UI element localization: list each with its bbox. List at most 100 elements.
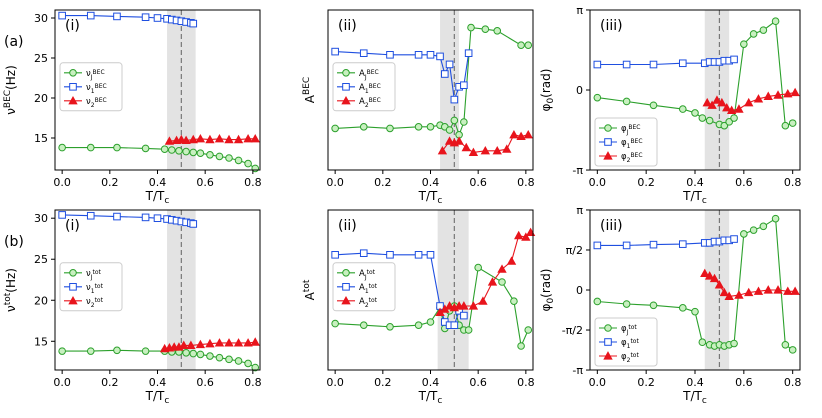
- data-point: [514, 230, 524, 240]
- x-tick-label: 0.2: [101, 176, 119, 189]
- data-point: [459, 301, 469, 310]
- data-point: [450, 95, 459, 104]
- data-point: [717, 97, 727, 107]
- data-point: [709, 273, 720, 283]
- legend-entry: φ1BEC: [621, 138, 643, 150]
- x-tick-label: 0.0: [589, 176, 607, 189]
- x-tick-label: 0.4: [686, 376, 704, 389]
- legend-swatch-marker: [604, 324, 612, 332]
- data-point: [773, 285, 783, 294]
- x-axis-label: T/Tc: [145, 389, 170, 406]
- legend-entry: φJtot: [621, 324, 637, 336]
- legend-entry: φ2tot: [621, 352, 639, 364]
- data-point: [698, 114, 707, 122]
- data-point: [196, 149, 205, 157]
- data-point: [509, 129, 519, 139]
- data-point: [622, 60, 631, 69]
- data-point: [753, 94, 764, 103]
- data-point: [196, 350, 205, 359]
- data-point: [464, 49, 473, 58]
- data-point: [445, 60, 454, 69]
- data-point: [524, 326, 533, 334]
- data-point: [426, 123, 435, 131]
- data-point: [725, 118, 733, 126]
- data-point: [678, 105, 687, 113]
- chart-panel-2: 0.0 0.2 0.4 0.6 0.8 -π 0 π T/Tc φ0(rad) (iii) φJBEC…: [539, 4, 801, 206]
- x-axis-label: T/Tc: [418, 389, 443, 406]
- data-point: [113, 143, 121, 152]
- data-point: [414, 321, 423, 330]
- data-point: [649, 60, 658, 69]
- legend-entry: ν2BEC: [86, 97, 107, 109]
- data-point: [773, 90, 783, 99]
- legend-swatch-marker: [603, 151, 613, 160]
- legend-entry: A1tot: [359, 283, 378, 295]
- data-point: [788, 346, 797, 354]
- panel-label: (iii): [600, 18, 623, 34]
- legend-entry: A2tot: [359, 297, 378, 309]
- data-point: [244, 359, 252, 368]
- x-tick-label: 0.6: [196, 376, 214, 389]
- data-point: [719, 287, 729, 297]
- legend-swatch-marker: [604, 338, 612, 346]
- data-point: [497, 264, 507, 273]
- y-tick-label: 15: [34, 132, 48, 145]
- data-point: [450, 116, 459, 125]
- data-point: [493, 27, 502, 35]
- data-point: [359, 249, 368, 257]
- legend-entry: νJBEC: [86, 69, 105, 81]
- data-point: [189, 148, 198, 157]
- data-point: [189, 220, 198, 228]
- data-point: [86, 11, 95, 20]
- x-tick-label: 0.4: [422, 176, 440, 189]
- data-point: [740, 40, 748, 48]
- legend-swatch-marker: [342, 283, 350, 291]
- legend-swatch-marker: [69, 269, 77, 277]
- data-point: [168, 146, 176, 154]
- data-point: [359, 123, 368, 131]
- data-point: [763, 91, 773, 100]
- x-tick-label: 0.6: [469, 376, 487, 389]
- data-point: [205, 338, 215, 348]
- data-point: [510, 297, 518, 306]
- legend-swatch-marker: [69, 283, 77, 291]
- data-point: [649, 101, 658, 110]
- data-point: [426, 318, 435, 326]
- x-tick-label: 0.8: [244, 376, 262, 389]
- data-point: [244, 159, 252, 168]
- data-point: [593, 93, 602, 102]
- data-point: [214, 338, 225, 347]
- row-label-b: (b): [4, 234, 24, 250]
- data-point: [426, 251, 435, 259]
- data-point: [58, 347, 66, 355]
- x-tick-label: 0.4: [149, 376, 167, 389]
- legend-entry: νJtot: [86, 269, 102, 281]
- data-point: [234, 357, 243, 365]
- data-point: [195, 339, 206, 349]
- x-tick-label: 0.6: [735, 176, 753, 189]
- data-point: [524, 41, 533, 50]
- data-point: [788, 119, 797, 127]
- data-point: [759, 26, 768, 34]
- data-point: [698, 338, 707, 347]
- data-point: [215, 353, 224, 362]
- legend-entry: A1BEC: [359, 83, 381, 95]
- data-point: [225, 355, 233, 364]
- data-point: [744, 97, 754, 107]
- data-point: [467, 23, 475, 32]
- data-point: [714, 280, 725, 289]
- y-tick-label: -π/2: [562, 324, 583, 337]
- data-point: [250, 133, 260, 143]
- data-point: [783, 88, 793, 98]
- data-point: [740, 230, 748, 238]
- y-axis-label: νBEC(Hz): [3, 65, 18, 115]
- data-point: [781, 340, 790, 349]
- data-point: [481, 25, 490, 34]
- legend-swatch-marker: [342, 269, 350, 277]
- data-point: [749, 30, 758, 38]
- x-tick-label: 0.0: [53, 376, 71, 389]
- data-point: [113, 212, 121, 221]
- x-tick-label: 0.2: [637, 176, 655, 189]
- data-point: [705, 116, 714, 125]
